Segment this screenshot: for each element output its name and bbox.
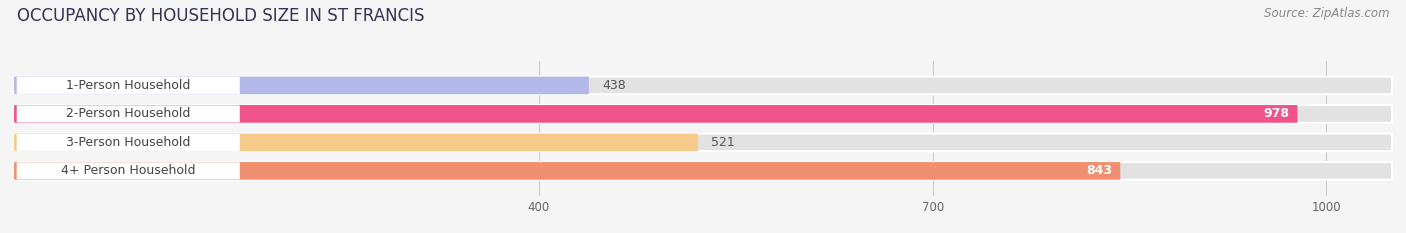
Text: 3-Person Household: 3-Person Household bbox=[66, 136, 190, 149]
Text: 978: 978 bbox=[1264, 107, 1289, 120]
FancyBboxPatch shape bbox=[14, 162, 1121, 180]
FancyBboxPatch shape bbox=[14, 77, 1392, 94]
FancyBboxPatch shape bbox=[14, 134, 1392, 151]
Text: 521: 521 bbox=[711, 136, 734, 149]
FancyBboxPatch shape bbox=[14, 105, 1298, 123]
Text: 438: 438 bbox=[602, 79, 626, 92]
Text: 843: 843 bbox=[1087, 164, 1112, 177]
Text: 4+ Person Household: 4+ Person Household bbox=[60, 164, 195, 177]
FancyBboxPatch shape bbox=[17, 105, 240, 123]
FancyBboxPatch shape bbox=[14, 134, 697, 151]
Text: OCCUPANCY BY HOUSEHOLD SIZE IN ST FRANCIS: OCCUPANCY BY HOUSEHOLD SIZE IN ST FRANCI… bbox=[17, 7, 425, 25]
FancyBboxPatch shape bbox=[17, 77, 240, 94]
FancyBboxPatch shape bbox=[14, 162, 1392, 180]
FancyBboxPatch shape bbox=[17, 134, 240, 151]
Text: 2-Person Household: 2-Person Household bbox=[66, 107, 190, 120]
FancyBboxPatch shape bbox=[17, 162, 240, 179]
FancyBboxPatch shape bbox=[14, 77, 589, 94]
Text: Source: ZipAtlas.com: Source: ZipAtlas.com bbox=[1264, 7, 1389, 20]
Text: 1-Person Household: 1-Person Household bbox=[66, 79, 190, 92]
FancyBboxPatch shape bbox=[14, 105, 1392, 123]
